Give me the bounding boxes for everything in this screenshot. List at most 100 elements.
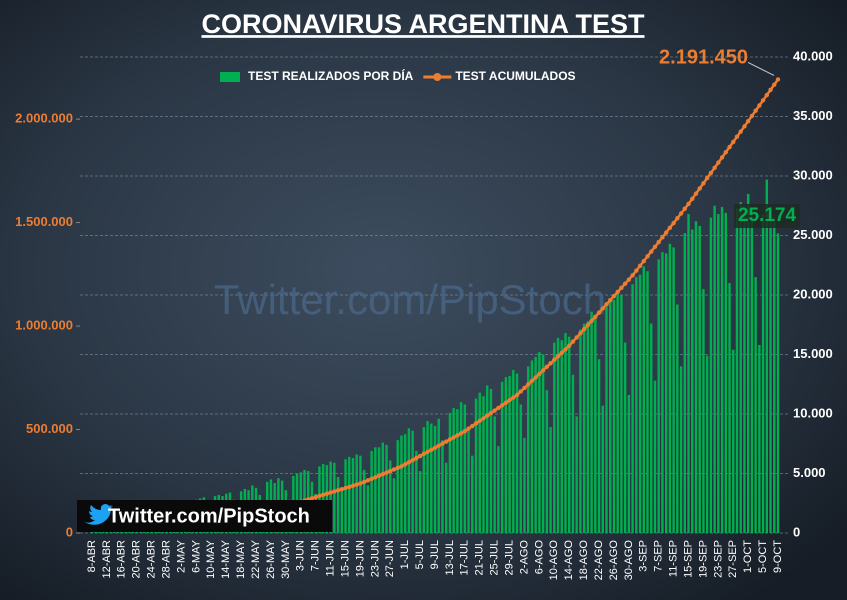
bar [553, 342, 556, 533]
bar [761, 214, 765, 533]
bar [545, 390, 549, 533]
x-tick-label: 13-JUL [444, 540, 456, 575]
bar [720, 206, 724, 533]
x-tick-label: 8-ABR [86, 540, 98, 572]
bar [635, 277, 638, 533]
bar [683, 233, 686, 533]
x-tick-label: 20-ABR [131, 540, 143, 579]
y-tick-label: 500.000 [26, 421, 73, 436]
bar [433, 425, 437, 533]
line-marker [637, 263, 643, 269]
line-marker [410, 457, 415, 463]
line-marker [581, 326, 587, 332]
line-marker [701, 181, 706, 186]
bar [754, 277, 757, 533]
bar [568, 336, 571, 533]
y-tick-label: 2.000.000 [15, 111, 73, 126]
line-marker [697, 186, 702, 191]
line-marker [753, 108, 758, 113]
x-tick-label: 1-JUL [399, 540, 411, 569]
x-tick-label: 2-MAY [175, 539, 187, 572]
y-tick-label: 0 [66, 524, 73, 539]
line-marker [436, 443, 441, 448]
line-marker [708, 170, 714, 176]
y2-tick-label: 10.000 [793, 405, 833, 420]
bar [698, 225, 701, 534]
x-tick-label: 3-SEP [638, 540, 650, 572]
value-label: 2.191.450 [659, 47, 748, 69]
bird-icon [84, 504, 113, 525]
value-label: 25.174 [738, 205, 797, 226]
line-marker [455, 433, 460, 438]
bar [441, 440, 444, 533]
bar [623, 342, 627, 533]
bar [392, 478, 396, 533]
x-tick-label: 10-MAY [205, 539, 217, 579]
bar [474, 398, 478, 533]
line-marker [622, 281, 628, 286]
y2-tick-label: 35.000 [793, 108, 833, 123]
bar [746, 193, 750, 533]
line-marker [645, 254, 650, 259]
bar [717, 214, 720, 533]
bar [437, 418, 440, 533]
bar [329, 461, 332, 533]
line-marker [361, 479, 367, 485]
line-marker [391, 467, 397, 472]
bar [407, 428, 411, 533]
line-marker [384, 470, 389, 475]
value-label-box [734, 204, 800, 228]
x-tick-label: 26-MAY [265, 539, 277, 579]
bar [422, 427, 426, 533]
bar [631, 284, 634, 533]
x-tick-label: 25-JUL [489, 540, 501, 575]
line-marker [585, 322, 591, 328]
line-marker [678, 211, 684, 216]
x-tick-label: 11-SEP [668, 540, 680, 577]
line-marker [481, 416, 486, 421]
y2-tick-label: 15.000 [793, 346, 833, 361]
x-tick-label: 12-ABR [101, 540, 113, 579]
line-marker [466, 426, 471, 431]
line-marker [663, 230, 669, 235]
line-marker [324, 491, 330, 496]
line-marker [600, 306, 605, 311]
line-marker [492, 408, 497, 413]
x-tick-label: 24-ABR [146, 540, 158, 579]
bar [515, 373, 519, 533]
line-marker [671, 220, 676, 226]
bar [582, 323, 586, 533]
bar [321, 463, 325, 533]
legend-label: TEST REALIZADOS POR DÍA [248, 68, 414, 83]
line-marker [660, 235, 665, 240]
line-marker [634, 268, 639, 273]
bar [385, 444, 388, 533]
bar [732, 349, 735, 533]
line-marker [745, 118, 751, 124]
line-marker [731, 139, 736, 145]
bar [601, 405, 604, 533]
line-marker [462, 429, 468, 434]
bar [653, 380, 657, 533]
line-marker [425, 449, 430, 455]
line-marker [514, 392, 520, 398]
line-marker [339, 486, 344, 492]
y2-tick-label: 0 [793, 524, 800, 539]
line-marker [414, 455, 419, 461]
bar [664, 253, 668, 533]
line-marker [376, 473, 382, 478]
bar [482, 396, 485, 533]
line-marker [518, 389, 523, 394]
line-marker [641, 258, 646, 264]
bar [735, 208, 739, 533]
bar [668, 243, 672, 533]
bar [549, 427, 552, 533]
line-marker [343, 485, 348, 491]
bar [452, 408, 455, 533]
line-marker [421, 451, 427, 457]
watermark: Twitter.com/PipStoch [214, 276, 606, 323]
x-tick-label: 6-MAY [190, 539, 202, 572]
line-marker [589, 318, 594, 324]
y2-tick-label: 30.000 [793, 167, 833, 182]
bar [403, 434, 407, 533]
